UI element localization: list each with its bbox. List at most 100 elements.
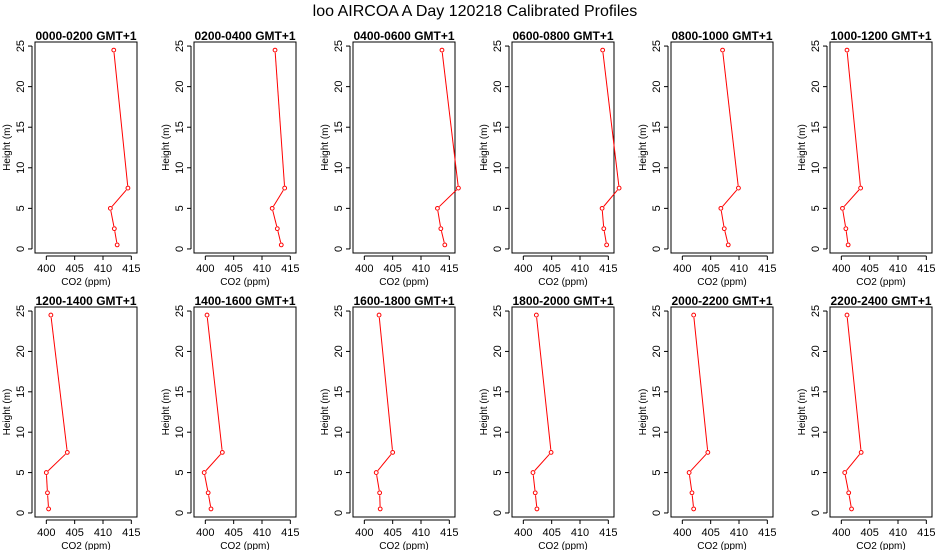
y-tick-label: 10	[810, 426, 822, 438]
x-tick-label: 400	[37, 263, 55, 275]
y-tick-label: 15	[333, 121, 345, 133]
x-axis-label: CO2 (ppm)	[379, 541, 428, 550]
x-tick-label: 410	[730, 527, 748, 539]
plot-frame	[670, 41, 774, 254]
profile-line-segment	[842, 210, 846, 227]
data-point	[548, 449, 554, 455]
plot-frame	[34, 306, 138, 518]
x-axis-label: CO2 (ppm)	[220, 277, 269, 288]
panel-6: 1000-1200 GMT+1 400 405 410 415 CO2 (ppm) 0 5 10…	[797, 29, 936, 288]
x-tick-label: 415	[917, 527, 935, 539]
data-point	[219, 449, 225, 455]
profile-line-segment	[206, 317, 223, 450]
data-point	[601, 226, 607, 232]
x-tick-label: 415	[281, 263, 299, 275]
profile-line-segment	[111, 189, 127, 207]
panel-title: 0400-0600 GMT+1	[353, 29, 454, 43]
profile-line-segment	[845, 454, 860, 471]
y-tick-label: 15	[15, 121, 27, 133]
y-tick-label: 5	[15, 470, 27, 476]
profile-line-segment	[603, 189, 618, 207]
y-tick-label: 20	[333, 345, 345, 357]
y-tick-label: 10	[651, 426, 663, 438]
panel-12: 2200-2400 GMT+1 400 405 410 415 CO2 (ppm) 0 5 10…	[797, 294, 936, 550]
x-tick-label: 400	[673, 527, 691, 539]
plot-frame	[352, 306, 456, 518]
y-tick-label: 25	[333, 305, 345, 317]
panel-3: 0400-0600 GMT+1 400 405 410 415 CO2 (ppm) 0 5 10…	[320, 29, 461, 288]
y-tick-label: 5	[492, 205, 504, 211]
profile-line-segment	[47, 453, 66, 472]
x-tick-label: 410	[889, 527, 907, 539]
profile-line-segment	[273, 190, 284, 207]
y-tick-label: 25	[492, 305, 504, 317]
x-axis-label: CO2 (ppm)	[538, 277, 587, 288]
plot-frame	[670, 306, 774, 518]
x-tick-label: 400	[355, 263, 373, 275]
y-tick-label: 0	[333, 510, 345, 516]
x-axis-label: CO2 (ppm)	[697, 277, 746, 288]
y-axis-label: Height (m)	[797, 124, 808, 171]
data-point	[616, 185, 622, 191]
x-tick-label: 415	[917, 263, 935, 275]
profile-line-segment	[377, 454, 392, 471]
data-point	[45, 490, 50, 496]
plot-frame	[829, 306, 933, 518]
profile-line-segment	[848, 495, 852, 507]
data-point	[442, 242, 448, 248]
data-point	[201, 470, 207, 475]
data-point	[858, 449, 864, 455]
data-point	[377, 490, 383, 496]
y-tick-label: 0	[15, 510, 27, 516]
y-axis-label: Height (m)	[479, 389, 490, 436]
y-tick-label: 10	[333, 162, 345, 174]
y-tick-label: 20	[15, 81, 27, 93]
data-point	[533, 312, 539, 318]
y-tick-label: 5	[651, 205, 663, 211]
profile-line-segment	[843, 189, 860, 207]
profile-line-segment	[693, 317, 709, 450]
y-tick-label: 0	[810, 510, 822, 516]
x-tick-label: 400	[196, 527, 214, 539]
x-axis-label: CO2 (ppm)	[61, 541, 110, 550]
data-point	[691, 506, 697, 512]
data-point	[64, 449, 70, 455]
plot-frame	[34, 41, 138, 254]
y-tick-label: 10	[651, 162, 663, 174]
profile-line-segment	[602, 52, 620, 186]
y-tick-label: 0	[651, 510, 663, 516]
y-tick-label: 15	[333, 386, 345, 398]
data-point	[604, 242, 610, 248]
y-axis-label: Height (m)	[638, 389, 649, 436]
y-tick-label: 5	[810, 205, 822, 211]
y-tick-label: 15	[651, 121, 663, 133]
x-tick-label: 405	[701, 527, 719, 539]
data-point	[111, 226, 117, 232]
x-tick-label: 410	[889, 263, 907, 275]
x-tick-label: 415	[440, 263, 458, 275]
panel-8: 1400-1600 GMT+1 400 405 410 415 CO2 (ppm) 0 5 10…	[161, 294, 300, 550]
x-tick-label: 415	[122, 263, 140, 275]
data-point	[390, 449, 396, 455]
x-tick-label: 405	[542, 527, 560, 539]
y-tick-label: 25	[810, 305, 822, 317]
y-tick-label: 5	[174, 205, 186, 211]
x-tick-label: 405	[224, 263, 242, 275]
x-axis-label: CO2 (ppm)	[697, 541, 746, 550]
profile-line-segment	[720, 210, 725, 227]
profile-line-segment	[534, 453, 550, 471]
panel-1: 0000-0200 GMT+1 400 405 410 415 CO2 (ppm) 0 5 10…	[2, 29, 141, 288]
data-point	[691, 312, 697, 318]
data-point	[844, 47, 850, 53]
profile-line-segment	[45, 475, 48, 491]
x-tick-label: 405	[383, 263, 401, 275]
profile-line-segment	[690, 453, 707, 472]
x-tick-label: 400	[832, 263, 850, 275]
y-tick-label: 10	[333, 426, 345, 438]
data-point	[845, 242, 851, 248]
panel-10: 1800-2000 GMT+1 400 405 410 415 CO2 (ppm) 0 5 10…	[479, 294, 618, 550]
profile-line-segment	[532, 475, 536, 491]
profile-line-segment	[722, 189, 738, 207]
profile-line-segment	[438, 189, 457, 207]
data-point	[377, 506, 383, 512]
